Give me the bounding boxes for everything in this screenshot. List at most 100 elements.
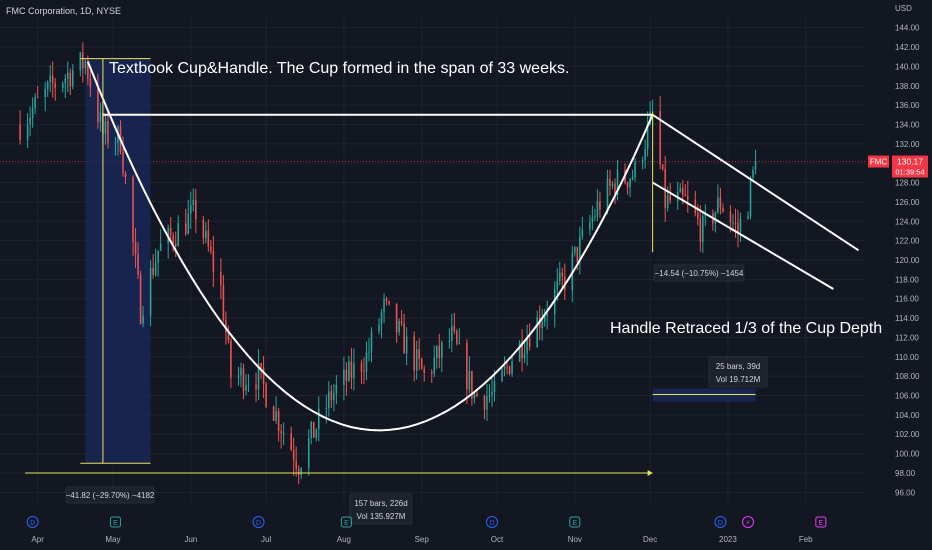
candle-body: [476, 393, 478, 397]
time-tick-label: Jun: [184, 535, 197, 544]
cup-span-label[interactable]: 157 bars, 226d Vol 135.927M: [349, 493, 413, 525]
candle-body: [430, 372, 433, 374]
candle-body: [579, 236, 581, 262]
candle-body: [159, 243, 162, 251]
candle-body: [438, 345, 441, 358]
candle-body: [84, 61, 87, 69]
split-marker: [742, 516, 755, 528]
candle-body: [453, 326, 456, 332]
candle-body: [400, 320, 403, 324]
candle-body: [546, 314, 548, 316]
candle-body: [64, 78, 67, 84]
candle-body: [614, 183, 616, 195]
candle-body: [222, 284, 225, 321]
candle-body: [97, 87, 99, 122]
cup-depth-text: −41.82 (−29.70%) −4182: [66, 491, 155, 500]
price-tick-label: 108.00: [895, 372, 920, 381]
candle-body: [589, 222, 591, 230]
cup-curve: [86, 61, 654, 432]
candle-body: [749, 177, 752, 216]
candle-body: [295, 460, 297, 469]
time-tick-label: Aug: [337, 535, 351, 544]
time-axis[interactable]: Apr May Jun Jul Aug Sep Oct Nov Dec 2023 Feb: [31, 535, 813, 544]
last-price-tag[interactable]: FMC 130.17 01:39:54: [868, 155, 928, 178]
candle-body: [697, 212, 699, 219]
earnings-marker: [109, 516, 121, 528]
candle-body: [242, 368, 245, 391]
price-axis[interactable]: USD 144.00 142.00 140.00 138.00 136.00 134.00…: [895, 4, 920, 497]
candle-body: [634, 162, 636, 178]
candle-body: [649, 111, 651, 124]
candle-body: [297, 468, 300, 475]
event-letter: D: [489, 520, 494, 527]
candle-body: [631, 177, 634, 180]
candle-body: [378, 324, 380, 332]
cup-depth-label[interactable]: −41.82 (−29.70%) −4182: [65, 486, 155, 504]
candle-body: [335, 384, 338, 393]
price-tick-label: 100.00: [895, 450, 920, 459]
candle-body: [679, 187, 682, 193]
event-letter: E: [113, 520, 118, 527]
candle-body: [581, 229, 584, 237]
price-tag-countdown: 01:39:54: [895, 168, 924, 177]
price-tick-label: 134.00: [895, 120, 920, 129]
candle-body: [44, 88, 46, 98]
candle-body: [79, 52, 82, 71]
time-tick-label: Dec: [643, 535, 657, 544]
candle-body: [752, 169, 754, 178]
candle-body: [137, 254, 139, 275]
candle-body: [292, 450, 295, 461]
candle-body: [681, 187, 684, 195]
candle-body: [641, 159, 644, 163]
handle-lower-line: [652, 181, 834, 290]
candle-body: [82, 52, 84, 69]
candle-body: [122, 152, 124, 174]
time-tick-label: 2023: [719, 535, 737, 544]
candle-body: [89, 78, 92, 88]
candle-body: [240, 368, 242, 376]
candle-body: [747, 215, 749, 220]
cup-span-vol: Vol 135.927M: [357, 512, 406, 521]
dividend-marker: [252, 516, 265, 528]
candle-body: [488, 395, 491, 397]
handle-span-label[interactable]: 25 bars, 39d Vol 19.712M: [708, 356, 768, 388]
candle-body: [591, 217, 594, 223]
price-tag-ticker-bg: [868, 155, 889, 168]
price-tick-label: 98.00: [895, 469, 916, 478]
candle-body: [237, 375, 240, 378]
cup-drop-highlight: [85, 58, 151, 464]
price-tick-label: 96.00: [895, 488, 916, 497]
candle-body: [139, 274, 142, 324]
price-tag-ticker: FMC: [870, 158, 888, 167]
candle-body: [157, 250, 159, 263]
event-letter: D: [256, 520, 261, 527]
event-letter: D: [718, 520, 723, 527]
candle-body: [405, 336, 408, 354]
candle-body: [245, 385, 247, 391]
cup-annotation[interactable]: Textbook Cup&Handle. The Cup formed in t…: [109, 60, 569, 77]
candle-body: [734, 222, 737, 224]
price-tick-label: 104.00: [895, 411, 920, 420]
candle-body: [169, 227, 172, 236]
price-tick-label: 112.00: [895, 333, 919, 342]
price-tick-label: 138.00: [895, 82, 920, 91]
candle-body: [99, 112, 102, 122]
candle-body: [34, 96, 36, 109]
time-tick-label: Sep: [415, 535, 430, 544]
handle-depth-label[interactable]: −14.54 (−10.75%) −1454: [653, 264, 745, 282]
event-letter: E: [344, 520, 349, 527]
candle-body: [51, 75, 54, 84]
handle-annotation[interactable]: Handle Retraced 1/3 of the Cup Depth: [610, 320, 882, 337]
candle-body: [526, 338, 528, 354]
candle-body: [737, 223, 739, 233]
candle-body: [31, 108, 34, 118]
candle-body: [174, 243, 177, 247]
dividend-marker: [714, 516, 727, 528]
candle-body: [486, 396, 488, 410]
candle-body: [69, 72, 72, 87]
earnings-marker: [815, 516, 827, 528]
candle-body: [629, 179, 631, 188]
candle-body: [558, 272, 561, 282]
candle-body: [536, 317, 538, 348]
